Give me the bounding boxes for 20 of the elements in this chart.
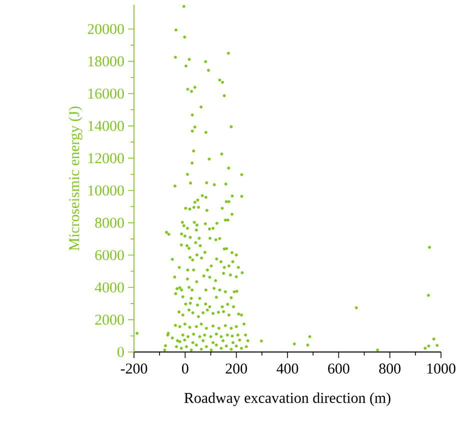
y-tick-label: 8000 bbox=[95, 218, 124, 228]
y-tick-label: 10000 bbox=[88, 185, 124, 196]
y-tick-label: 2000 bbox=[95, 314, 124, 325]
y-tick-label: 18000 bbox=[88, 56, 124, 66]
y-tick-label: 4000 bbox=[94, 282, 124, 292]
y-tick-label: 14000 bbox=[88, 120, 124, 131]
y-axis-title: Microseismic energy (J) bbox=[68, 106, 82, 250]
y-tick-label: 20000 bbox=[88, 24, 124, 34]
y-tick-label: 0 bbox=[118, 346, 124, 358]
x-tick-label: 1000 bbox=[427, 364, 456, 374]
y-tick-label: 6000 bbox=[95, 250, 124, 260]
x-tick-label: 800 bbox=[379, 364, 400, 374]
x-tick-label: 600 bbox=[328, 364, 350, 374]
x-tick-label: 400 bbox=[276, 364, 298, 374]
x-axis-title: Roadway excavation direction (m) bbox=[184, 392, 390, 406]
y-tick-label: 16000 bbox=[88, 88, 124, 99]
x-tick-label: -200 bbox=[120, 364, 148, 374]
x-tick-label: 0 bbox=[182, 364, 188, 374]
y-tick-label: 12000 bbox=[88, 153, 124, 164]
x-tick-label: 200 bbox=[226, 364, 247, 374]
